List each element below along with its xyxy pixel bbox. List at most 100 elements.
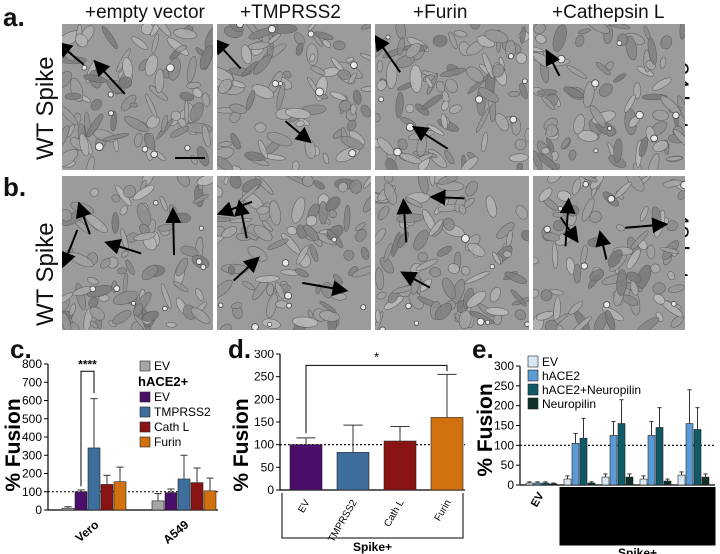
panel-label-a: a. <box>3 2 25 32</box>
y-tick-label: 50 <box>261 460 275 474</box>
significance-label: **** <box>78 357 97 371</box>
micrograph-arrow <box>411 125 449 150</box>
panel-label-b: b. <box>3 172 27 202</box>
y-tick-label: 300 <box>494 359 514 373</box>
micrograph-arrow <box>375 34 401 73</box>
legend-label: Furin <box>154 435 181 449</box>
bar-vero-4 <box>113 481 127 511</box>
bar-tmprss2 <box>336 452 370 491</box>
legend-label: TMPRSS2 <box>154 405 211 419</box>
y-tick-label: 150 <box>494 419 514 433</box>
legend-label: EV <box>154 359 170 373</box>
significance-label: * <box>374 350 379 364</box>
micrograph-arrow <box>559 216 579 244</box>
y-tick-label: 200 <box>22 467 42 481</box>
column-title-tmprss2: +TMPRSS2 <box>240 2 341 23</box>
y-tick-label: 0 <box>267 483 274 497</box>
bar-2-0 <box>601 476 610 486</box>
bar-a549-4 <box>203 490 217 511</box>
legend-swatch <box>139 421 151 433</box>
bar-2-3 <box>625 476 634 486</box>
legend-swatch <box>527 369 539 382</box>
micrograph-arrow <box>545 48 561 77</box>
legend-label: EV <box>154 390 170 404</box>
y-tick-label: 400 <box>22 430 42 444</box>
x-tick-label: TMPRSS2 <box>326 498 359 545</box>
bar-0-3 <box>549 483 558 486</box>
column-title-furin: +Furin <box>413 2 468 23</box>
legend-swatch <box>527 383 539 396</box>
micrograph-arrow <box>400 271 431 289</box>
legend-swatch <box>139 436 151 448</box>
legend-label: EV <box>542 355 558 369</box>
legend-swatch <box>527 355 539 368</box>
y-axis-label: % Fusion <box>230 398 253 491</box>
micrograph-a-cathepsin-l <box>533 24 685 170</box>
bar-1-2 <box>579 437 588 486</box>
group-label: Spike+ <box>353 540 392 554</box>
bar-a549-1 <box>164 492 178 511</box>
legend-label: hACE2 <box>542 369 580 383</box>
legend-label: Neuropilin <box>542 397 596 411</box>
x-tick-label: EV <box>296 498 312 515</box>
y-tick-label: 200 <box>254 392 274 406</box>
y-tick-label: 250 <box>254 370 274 384</box>
micrograph-arrow <box>429 189 465 206</box>
y-tick-label: 200 <box>494 399 514 413</box>
y-tick-label: 500 <box>22 412 42 426</box>
bar-vero-1 <box>74 491 88 511</box>
bar-3-3 <box>663 480 672 486</box>
micrograph-a-tmprss2 <box>217 24 371 170</box>
y-axis-label: % Fusion <box>474 383 497 476</box>
micrograph-arrow <box>217 200 253 217</box>
y-tick-label: 250 <box>494 379 514 393</box>
panel-label-d: d. <box>228 334 252 364</box>
bar-0-1 <box>533 482 542 486</box>
micrograph-b-furin <box>375 176 529 330</box>
y-tick-label: 300 <box>254 350 274 361</box>
legend-swatch <box>139 391 151 403</box>
bar-a549-3 <box>190 482 204 511</box>
micrograph-arrow <box>396 198 413 243</box>
x-tick-label: Furin <box>433 498 454 523</box>
y-tick-label: 100 <box>254 438 274 452</box>
y-tick-label: 600 <box>22 394 42 408</box>
legend-title: hACE2+ <box>138 374 189 389</box>
x-tick-label: Vero <box>73 518 102 545</box>
micrograph-arrow <box>62 229 79 269</box>
bar-3-1 <box>647 435 656 486</box>
bar-0-0 <box>525 482 534 486</box>
bar-cath-l <box>383 440 417 491</box>
micrograph-b-tmprss2 <box>217 176 371 330</box>
group-bracket <box>559 487 716 546</box>
significance-bracket <box>80 370 95 487</box>
significance-bracket <box>305 364 448 434</box>
y-axis-label: % Fusion <box>2 398 25 491</box>
y-tick-label: 100 <box>494 438 514 452</box>
y-tick-label: 50 <box>501 458 515 472</box>
bar-ev <box>289 444 323 491</box>
row-label-a-wt-spike: WT Spike <box>32 56 59 160</box>
legend-label: Cath L <box>154 420 190 434</box>
micrograph-arrow <box>284 120 312 144</box>
y-tick-label: 150 <box>254 415 274 429</box>
group-bracket <box>281 493 464 539</box>
micrograph-arrow <box>93 59 126 95</box>
micrograph-arrow <box>625 217 669 234</box>
micrograph-arrow <box>62 41 85 66</box>
legend-swatch <box>527 397 539 410</box>
panel-label-e: e. <box>472 334 494 364</box>
bar-3-2 <box>655 427 664 486</box>
bar-4-1 <box>685 423 694 486</box>
bar-a549-2 <box>177 478 191 511</box>
chart-c-fusion-cell-lines: 0 100 200 300 400 500 600 700 800 % Fusion Vero A54… <box>2 357 218 547</box>
bar-2-2 <box>617 423 626 486</box>
bar-vero-3 <box>100 484 114 511</box>
x-tick-label: EV <box>529 490 547 509</box>
micrograph-arrow <box>104 239 142 255</box>
micrograph-arrow <box>165 207 182 256</box>
column-title-empty-vector: +empty vector <box>85 2 205 23</box>
y-tick-label: 700 <box>22 375 42 389</box>
bar-4-3 <box>701 476 710 486</box>
micrograph-arrow <box>302 280 349 297</box>
